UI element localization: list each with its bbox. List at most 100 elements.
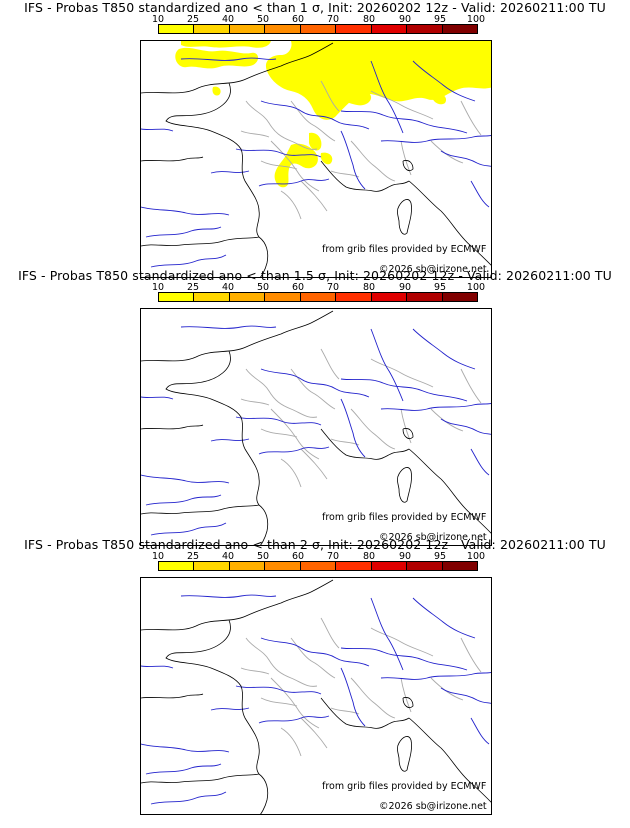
colorbar-tick-label: 90: [398, 14, 412, 25]
region-border: [240, 130, 270, 138]
river: [440, 418, 491, 435]
region-border: [280, 458, 302, 488]
region-border: [245, 368, 318, 418]
coastline: [141, 693, 204, 699]
colorbar-swatch: [371, 293, 408, 301]
colorbar-tick-label: 10: [151, 551, 165, 562]
region-border: [280, 727, 302, 757]
region-border: [240, 398, 270, 406]
region-border: [290, 637, 336, 679]
river: [150, 254, 227, 268]
colorbar-tick-label: 100: [466, 551, 486, 562]
colorbar-swatch: [300, 562, 337, 570]
coastline: [408, 448, 491, 534]
river: [141, 206, 230, 216]
colorbar-swatch: [442, 293, 477, 301]
river: [340, 110, 468, 134]
colorbar-swatch: [336, 25, 372, 33]
colorbar-swatch: [336, 562, 372, 570]
river: [235, 685, 322, 695]
river: [470, 180, 490, 208]
source-credit: from grib files provided by ECMWF: [322, 781, 487, 792]
river: [370, 328, 404, 402]
river: [380, 135, 491, 143]
region-border: [270, 408, 320, 460]
river: [370, 597, 404, 671]
coastline: [165, 82, 260, 238]
river: [210, 707, 250, 711]
region-border: [370, 90, 434, 120]
coastline: [141, 236, 260, 247]
coastline: [320, 428, 410, 460]
river: [440, 150, 491, 167]
coastline: [320, 697, 410, 729]
copyright-text: ©2026 sb@irizone.net: [379, 801, 487, 812]
copyright-text: ©2026 sb@irizone.net: [379, 264, 487, 275]
region-border: [370, 627, 434, 657]
river: [412, 60, 476, 102]
colorbar-tick-label: 10: [151, 14, 165, 25]
colorbar-swatch: [159, 293, 195, 301]
river: [141, 396, 174, 400]
river: [340, 130, 366, 190]
region-border: [320, 617, 340, 649]
river: [235, 148, 322, 158]
probability-area: [320, 152, 333, 165]
colorbar-swatch: [159, 25, 195, 33]
region-border: [270, 677, 320, 729]
river: [260, 637, 370, 667]
region-border: [400, 677, 412, 713]
colorbar: [158, 561, 478, 571]
colorbar-swatch: [159, 562, 195, 570]
colorbar-tick-label: 80: [362, 14, 376, 25]
colorbar-swatch: [371, 562, 408, 570]
coastline: [408, 717, 491, 803]
colorbar-tick-label: 25: [186, 14, 200, 25]
colorbar-swatch: [265, 293, 301, 301]
coastline: [402, 697, 414, 708]
colorbar-tick-label: 10: [151, 282, 165, 293]
river: [210, 438, 250, 442]
coastline: [258, 236, 269, 277]
river: [370, 60, 404, 134]
colorbar-swatch: [336, 293, 372, 301]
colorbar-tick-label: 50: [256, 14, 270, 25]
region-border: [320, 80, 340, 112]
coastline: [165, 619, 260, 775]
river: [260, 100, 370, 130]
colorbar-swatch: [194, 562, 230, 570]
region-border: [300, 180, 328, 212]
map-canvas: [141, 310, 491, 545]
river: [141, 665, 174, 669]
region-border: [300, 717, 328, 749]
colorbar-swatch: [442, 25, 477, 33]
river: [340, 378, 468, 402]
colorbar-tick-label: 100: [466, 282, 486, 293]
river: [258, 178, 330, 187]
region-border: [245, 637, 318, 687]
region-border: [350, 677, 396, 719]
source-credit: from grib files provided by ECMWF: [322, 512, 487, 523]
map-canvas: [141, 579, 491, 814]
panel-title: IFS - Probas T850 standardized ano < tha…: [18, 268, 612, 283]
coastline: [141, 424, 204, 430]
river: [180, 57, 277, 61]
colorbar-tick-label: 70: [326, 282, 340, 293]
colorbar-swatch: [442, 562, 477, 570]
colorbar-tick-label: 90: [398, 282, 412, 293]
colorbar-tick-label: 40: [221, 551, 235, 562]
river: [260, 368, 370, 398]
colorbar-swatch: [407, 293, 443, 301]
river: [150, 522, 227, 536]
coastline: [141, 310, 334, 362]
map-panel-2: IFS - Probas T850 standardized ano < tha…: [0, 268, 630, 546]
map-frame: from grib files provided by ECMWF ©2026 …: [140, 40, 492, 278]
region-border: [460, 100, 482, 136]
colorbar-tick-label: 95: [433, 282, 447, 293]
river: [380, 672, 491, 680]
region-border: [260, 697, 298, 707]
river: [412, 328, 476, 370]
region-border: [245, 100, 318, 150]
coastline-island: [397, 736, 412, 772]
region-border: [240, 667, 270, 675]
